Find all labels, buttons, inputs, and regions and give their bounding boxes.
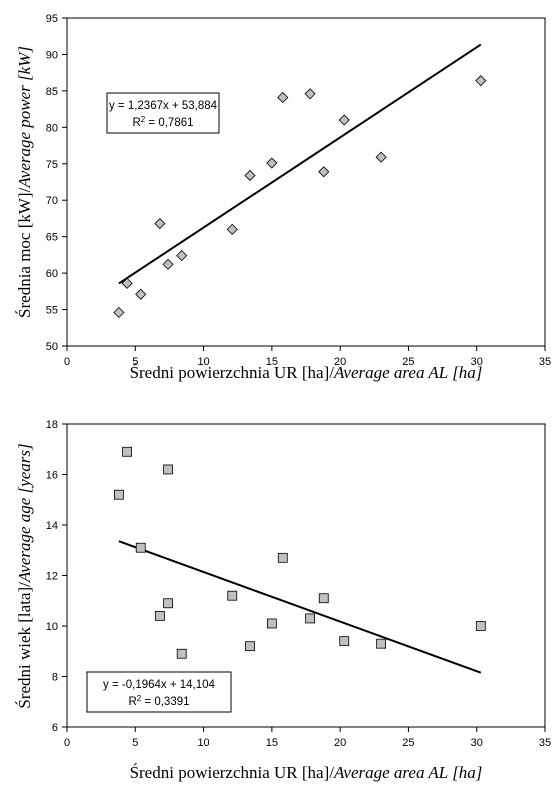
data-point	[339, 636, 350, 647]
x-tick-label: 20	[334, 356, 346, 368]
x-tick-label: 0	[64, 737, 70, 749]
data-point	[122, 446, 132, 457]
trendline	[118, 43, 482, 285]
y-tick-label: 90	[46, 49, 58, 61]
y-tick-label: 12	[46, 571, 58, 583]
y-tick-label: 60	[46, 268, 58, 280]
data-point	[304, 88, 316, 100]
data-point	[318, 166, 330, 178]
y-ticks: 50 55 60 65 70 75 80 85 90 95	[46, 13, 67, 353]
equation-text: y = 1,2367x + 53,884	[109, 100, 218, 112]
y-tick-label: 95	[46, 13, 58, 25]
data-point	[226, 223, 238, 235]
x-tick-label: 5	[132, 356, 138, 368]
data-point	[121, 277, 133, 289]
data-point	[135, 288, 147, 300]
y-tick-label: 8	[52, 672, 58, 684]
data-point	[163, 464, 173, 475]
y-tick-label: 6	[52, 722, 58, 734]
data-point	[305, 613, 315, 624]
trendline-line	[118, 43, 482, 285]
data-point	[475, 621, 486, 631]
x-axis-title: Średni powierzchnia UR [ha]/Average area…	[130, 763, 483, 782]
x-axis-title: Średni powierzchnia UR [ha]/Average area…	[130, 363, 483, 382]
y-tick-label: 18	[46, 419, 58, 431]
data-point	[375, 151, 387, 163]
x-tick-label: 25	[402, 737, 414, 749]
chart-power: 50 55 60 65 70 75 80 85 90 95 0 5 10 15 20 25 30 35 y = …	[15, 13, 551, 382]
x-ticks: 0 5 10 15 20 25 30 35	[64, 346, 551, 368]
x-tick-label: 35	[539, 737, 551, 749]
y-axis-title: Średni wiek [lata]/Average age [years]	[15, 443, 34, 708]
y-tick-label: 80	[46, 122, 58, 134]
y-tick-label: 14	[46, 520, 58, 532]
r-squared-text: R2 = 0,7861	[132, 115, 193, 130]
equation-box: y = -0,1964x + 14,104 R2 = 0,3391	[86, 671, 232, 713]
y-tick-label: 10	[46, 621, 58, 633]
equation-box-frame	[86, 671, 232, 713]
data-point	[475, 75, 487, 87]
y-ticks: 6 8 10 12 14 16 18	[46, 419, 67, 734]
data-point	[163, 598, 173, 609]
x-tick-label: 30	[471, 737, 483, 749]
data-point	[277, 91, 289, 104]
y-tick-label: 75	[46, 159, 58, 171]
data-point	[266, 618, 277, 629]
data-point	[113, 489, 124, 500]
y-tick-label: 65	[46, 232, 58, 244]
x-tick-label: 5	[132, 737, 138, 749]
data-point	[113, 306, 125, 319]
x-tick-label: 25	[402, 356, 414, 368]
x-tick-label: 35	[539, 356, 551, 368]
chart-age: 6 8 10 12 14 16 18 0 5 10 15 20 25 30 35 y = -0,1964x…	[15, 419, 551, 782]
data-point	[176, 250, 188, 262]
y-tick-label: 70	[46, 195, 58, 207]
x-tick-label: 10	[197, 737, 209, 749]
data-point	[376, 638, 387, 649]
y-tick-label: 50	[46, 341, 58, 353]
trendline	[118, 540, 482, 674]
y-tick-label: 55	[46, 305, 58, 317]
y-axis-title: Średnia moc [kW]/Average power [kW]	[15, 46, 34, 318]
x-tick-label: 10	[197, 356, 209, 368]
y-tick-label: 16	[46, 470, 58, 482]
y-tick-label: 85	[46, 86, 58, 98]
data-point	[154, 611, 165, 621]
x-tick-label: 30	[471, 356, 483, 368]
data-point	[245, 641, 255, 652]
x-tick-label: 15	[266, 356, 278, 368]
data-point	[162, 258, 174, 270]
equation-box-frame	[106, 92, 220, 134]
plot-area	[66, 17, 546, 347]
data-points	[113, 75, 487, 319]
data-point	[277, 552, 288, 563]
x-tick-label: 0	[64, 356, 70, 368]
equation-box: y = 1,2367x + 53,884 R2 = 0,7861	[106, 92, 220, 134]
r-squared-text: R2 = 0,3391	[128, 694, 189, 709]
data-points	[113, 446, 486, 659]
data-point	[244, 169, 256, 182]
data-point	[135, 542, 146, 553]
x-ticks: 0 5 10 15 20 25 30 35	[64, 727, 551, 749]
data-point	[154, 217, 166, 230]
data-point	[176, 648, 187, 659]
data-point	[227, 590, 238, 601]
x-tick-label: 15	[266, 737, 278, 749]
data-point	[266, 157, 278, 169]
x-tick-label: 20	[334, 737, 346, 749]
equation-text: y = -0,1964x + 14,104	[103, 679, 215, 691]
trendline-line	[118, 540, 482, 674]
data-point	[338, 114, 350, 126]
data-point	[318, 593, 329, 604]
